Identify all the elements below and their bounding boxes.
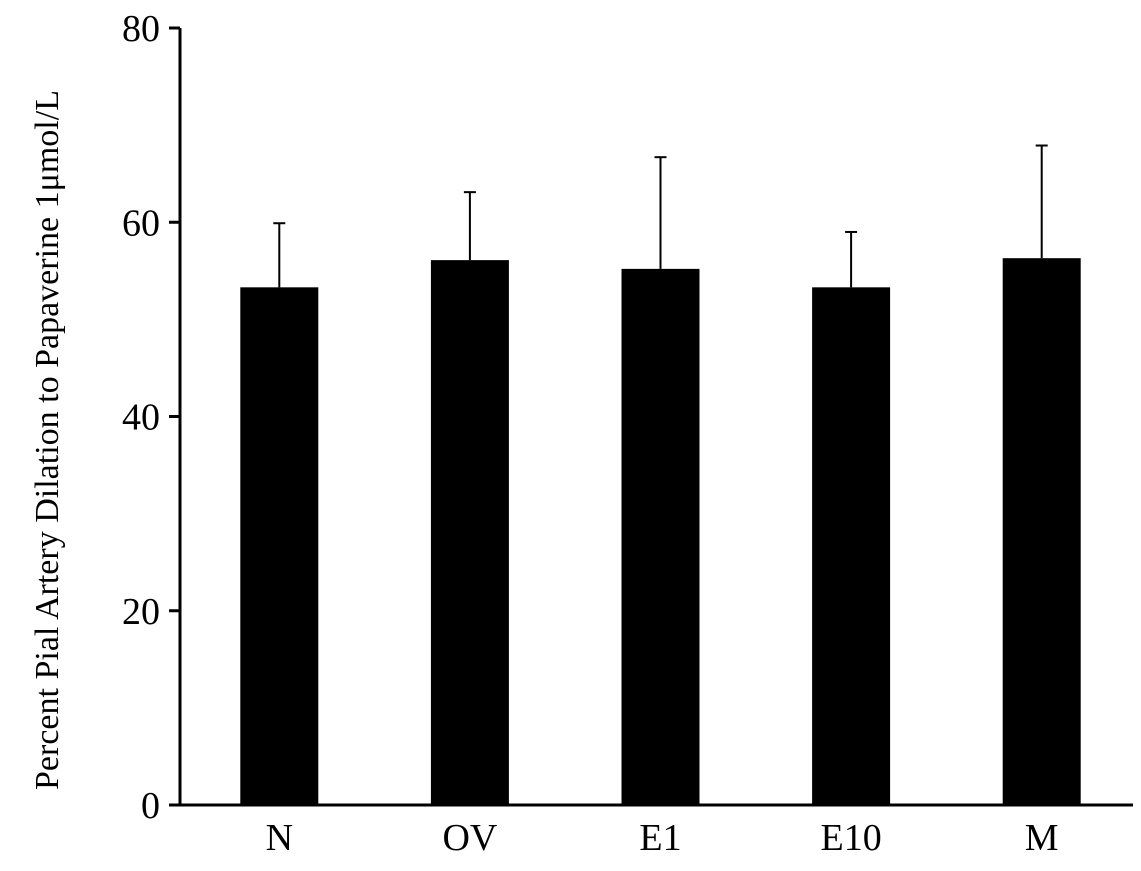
y-axis-ticks: 0 20 40 60 80 <box>122 8 180 827</box>
x-tick-label: OV <box>442 817 497 859</box>
x-tick-label: E1 <box>639 817 681 859</box>
y-tick-label: 0 <box>141 785 160 827</box>
y-tick-label: 40 <box>122 397 160 439</box>
x-axis-labels: N OV E1 E10 M <box>266 817 1059 859</box>
bar-e10 <box>812 287 891 806</box>
bar-e1 <box>621 268 700 805</box>
y-tick-label: 60 <box>122 202 160 244</box>
x-tick-label: N <box>266 817 293 859</box>
bar-n <box>240 287 319 806</box>
y-tick-label: 80 <box>122 8 160 50</box>
bars <box>240 258 1081 806</box>
y-tick-label: 20 <box>122 591 160 633</box>
y-axis-title: Percent Pial Artery Dilation to Papaveri… <box>29 90 66 790</box>
error-bars <box>273 144 1048 288</box>
x-tick-label: E10 <box>820 817 881 859</box>
x-tick-label: M <box>1025 817 1059 859</box>
bar-m <box>1002 258 1081 805</box>
bar-ov <box>430 260 509 805</box>
